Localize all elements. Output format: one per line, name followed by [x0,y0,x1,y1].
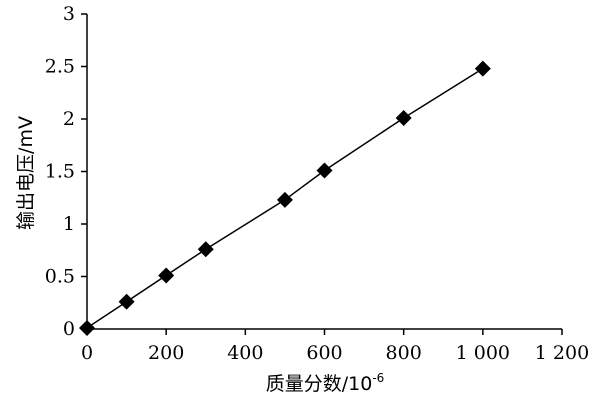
data-point [79,319,95,336]
x-axis-title: 质量分数/10-6 [266,371,385,395]
data-point [158,267,175,284]
y-axis-ticks: 0 0.5 1 1.5 2 2.5 3 [45,3,87,340]
series-line [86,67,484,329]
x-tick-label: 200 [148,342,184,364]
data-point [316,162,333,179]
y-tick-label: 0 [63,318,75,340]
y-axis-title: 输出电压/mV [15,116,37,230]
data-point [395,109,412,126]
x-tick-label: 600 [306,342,342,364]
y-tick-label: 2 [63,108,75,130]
y-tick-label: 0.5 [45,266,75,288]
y-tick-label: 1.5 [45,161,75,183]
x-tick-label: 1 200 [535,342,589,364]
series-layer [79,60,491,336]
data-point [474,60,491,77]
x-tick-label: 0 [81,342,93,364]
x-tick-label: 1 000 [456,342,510,364]
y-tick-label: 3 [63,3,75,25]
y-tick-label: 2.5 [45,56,75,78]
y-tick-label: 1 [63,213,75,235]
x-axis-ticks: 0 200 400 600 800 1 000 1 200 [81,329,589,364]
x-tick-label: 400 [227,342,263,364]
data-point [197,241,214,258]
data-point [276,191,293,208]
x-tick-label: 800 [386,342,422,364]
data-point [118,293,135,310]
